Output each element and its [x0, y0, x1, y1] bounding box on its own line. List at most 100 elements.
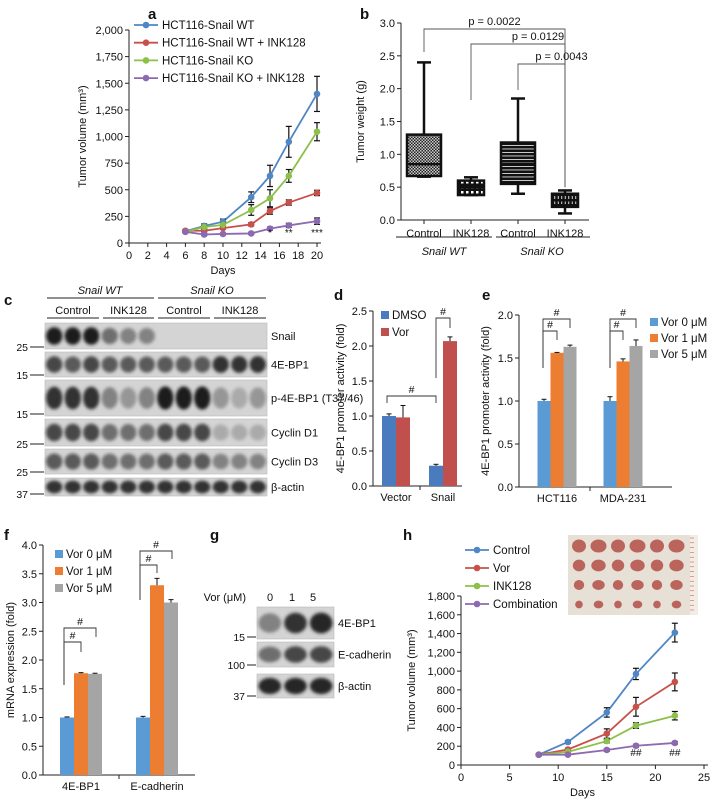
x-tick-label: 2	[145, 250, 151, 262]
y-tick-label: 1,400	[427, 629, 455, 641]
blot-band	[46, 327, 63, 345]
x-tick-label: 20	[649, 772, 661, 784]
tumor	[650, 559, 664, 572]
legend-marker	[142, 39, 150, 46]
data-point	[564, 738, 572, 746]
blot-strip	[44, 448, 268, 475]
data-point	[603, 709, 611, 716]
data-point	[671, 739, 679, 747]
y-axis-label: 4E-BP1 promoter activity (fold)	[480, 326, 492, 476]
legend-label: HCT116-Snail KO	[162, 55, 253, 67]
data-point	[313, 90, 321, 98]
data-point	[632, 703, 640, 711]
blot-band	[101, 387, 118, 409]
significance-mark: #	[440, 306, 446, 318]
legend-label: HCT116-Snail WT	[162, 20, 254, 32]
legend-label: Vor 0 μM	[661, 317, 707, 329]
significance-mark: #	[409, 384, 415, 396]
blot-band	[175, 480, 192, 494]
blot-band	[64, 327, 81, 345]
data-point	[603, 746, 611, 754]
group-label: Snail KO	[520, 246, 564, 258]
x-tick-label: 10	[552, 772, 564, 784]
significance-mark: #	[620, 307, 626, 319]
blot-band	[138, 424, 155, 441]
significance-mark: ##	[669, 748, 681, 759]
y-tick-label: 2,000	[95, 25, 123, 37]
blot-strip	[44, 322, 268, 350]
legend-label: HCT116-Snail KO + INK128	[162, 73, 305, 85]
x-tick-label: 12	[236, 250, 248, 262]
legend-label: Vor 1 μM	[66, 566, 112, 578]
blot-band	[212, 480, 229, 494]
blot-band	[284, 612, 307, 634]
legend-label: Vor 5 μM	[66, 583, 112, 595]
tumor	[668, 539, 685, 553]
y-tick-label: 1,750	[95, 52, 123, 64]
blot-band	[64, 453, 81, 470]
legend-marker	[142, 57, 150, 64]
bar	[550, 352, 564, 487]
significance-mark: **	[285, 228, 293, 239]
y-tick-label: 2.5	[352, 306, 367, 318]
x-category-label: Vector	[380, 492, 412, 504]
blot-band	[175, 356, 192, 373]
legend-swatch	[381, 328, 389, 336]
y-axis-label: Tumor volume (mm³)	[77, 85, 89, 187]
blot-row-label: β-actin	[338, 681, 371, 693]
tumor	[629, 539, 646, 553]
blot-band	[138, 453, 155, 470]
blot-band	[138, 480, 155, 494]
ruler	[690, 535, 698, 615]
blot-band	[120, 480, 137, 494]
blot-header: Vor (μM)	[204, 592, 246, 604]
panel-label-h: h	[403, 527, 412, 544]
p-value-bracket	[517, 63, 566, 188]
data-point	[285, 199, 293, 206]
blot-band	[249, 453, 266, 470]
blot-band	[120, 424, 137, 441]
significance-mark: ##	[630, 748, 642, 759]
x-tick-label: 15	[601, 772, 613, 784]
legend-label: DMSO	[392, 310, 427, 322]
blot-band	[120, 356, 137, 373]
y-tick-label: 1,500	[95, 78, 123, 90]
blot-band	[231, 387, 248, 409]
bar	[396, 417, 410, 486]
y-tick-label: 0	[449, 760, 455, 772]
treatment-label: Control	[55, 305, 90, 317]
bar	[537, 401, 551, 487]
blot-band	[157, 423, 174, 442]
blot-band	[83, 423, 100, 442]
data-point	[285, 172, 293, 180]
blot-band	[120, 327, 137, 345]
y-tick-label: 0.0	[22, 770, 37, 782]
blot-band	[212, 453, 229, 470]
legend-swatch	[55, 550, 63, 558]
panel-label-c: c	[4, 292, 12, 309]
significance-bracket	[542, 318, 571, 368]
legend-label: HCT116-Snail WT + INK128	[162, 38, 306, 50]
blot-band	[138, 356, 155, 373]
y-tick-label: 1,000	[95, 132, 123, 144]
treatment-label: Control	[166, 305, 201, 317]
y-tick-label: 1,600	[427, 610, 455, 622]
blot-band	[194, 356, 211, 373]
data-point	[671, 678, 679, 686]
data-point	[671, 629, 679, 636]
tumor	[650, 539, 664, 553]
y-tick-label: 250	[105, 211, 123, 223]
blot-band	[212, 356, 229, 373]
treatment-label: INK128	[222, 305, 259, 317]
y-axis-label: 4E-BP1 promoter activity (fold)	[335, 324, 347, 474]
data-point	[200, 223, 208, 231]
bar	[164, 602, 178, 775]
x-tick-label: 5	[507, 772, 513, 784]
y-tick-label: 600	[437, 704, 455, 716]
tumor	[671, 600, 682, 609]
blot-band	[83, 386, 100, 410]
blot-band	[194, 423, 211, 442]
data-point	[200, 231, 208, 238]
y-tick-label: 2.0	[352, 341, 367, 353]
